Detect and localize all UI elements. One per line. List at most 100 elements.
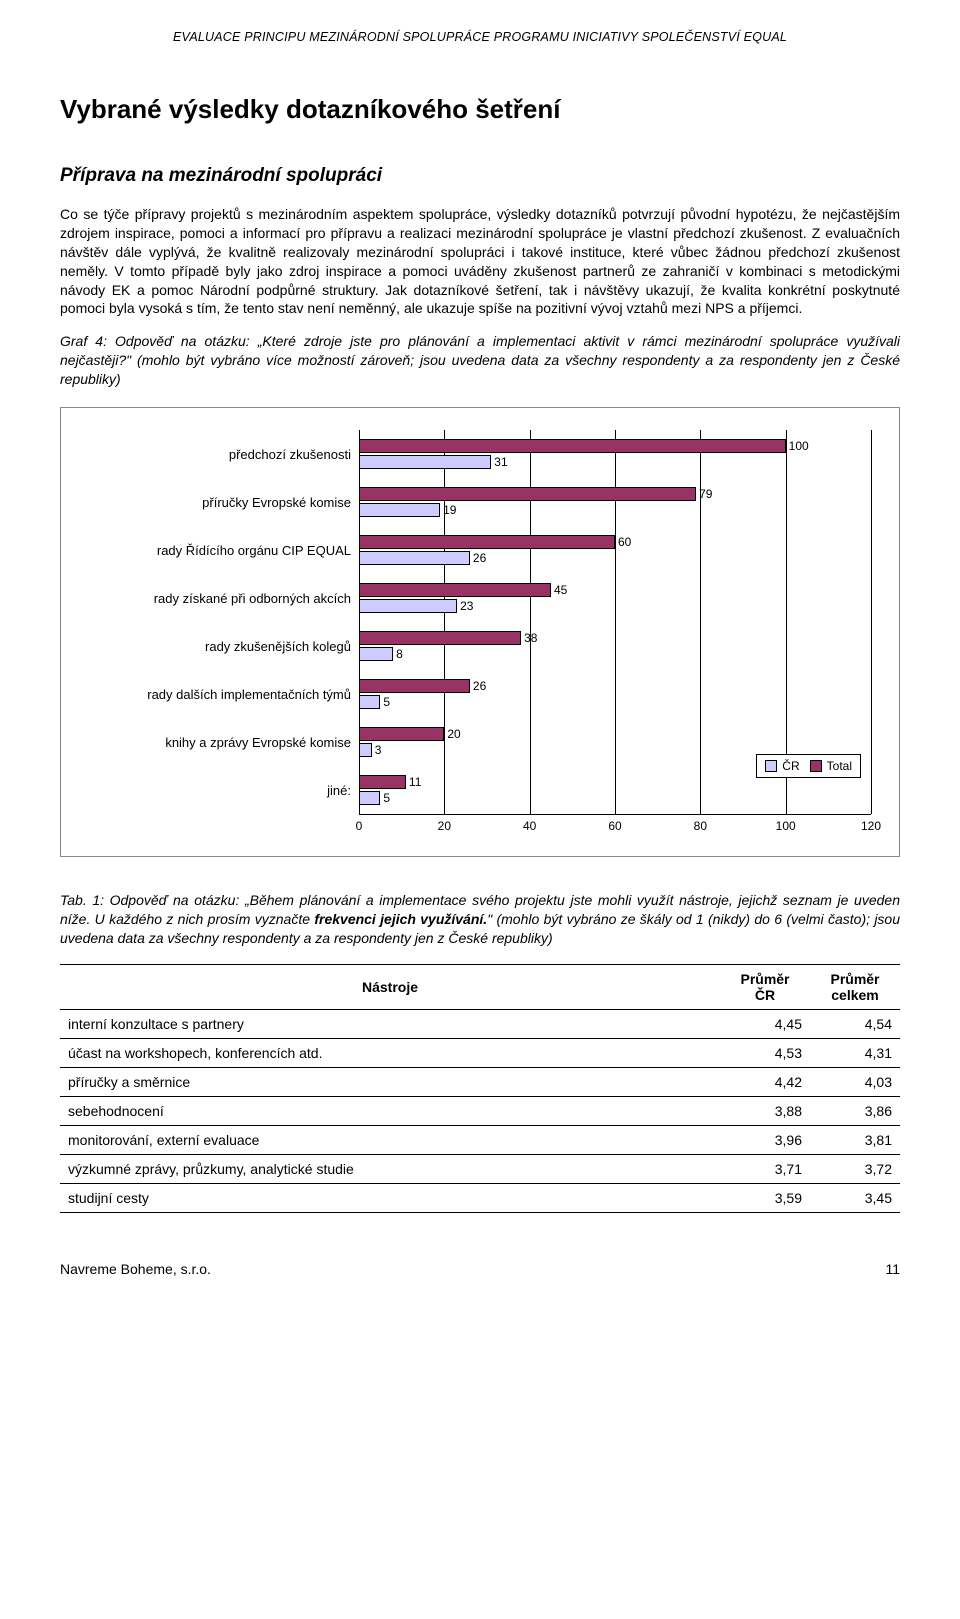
table-row: účast na workshopech, konferencích atd.4… bbox=[60, 1038, 900, 1067]
cell-avg-cr: 3,71 bbox=[720, 1154, 810, 1183]
chart-category-label: příručky Evropské komise bbox=[89, 478, 359, 526]
bar-total: 20 bbox=[359, 727, 444, 741]
chart-category-label: jiné: bbox=[89, 766, 359, 814]
bar-value-label: 45 bbox=[550, 583, 567, 597]
table-row: sebehodnocení3,883,86 bbox=[60, 1096, 900, 1125]
cell-avg-cr: 3,59 bbox=[720, 1183, 810, 1212]
subsection-title: Příprava na mezinárodní spolupráci bbox=[60, 165, 900, 187]
page-footer: Navreme Boheme, s.r.o. 11 bbox=[60, 1261, 900, 1277]
bar-cr: 3 bbox=[359, 743, 372, 757]
footer-page-number: 11 bbox=[885, 1261, 900, 1277]
chart-category-label: rady dalších implementačních týmů bbox=[89, 670, 359, 718]
bar-value-label: 60 bbox=[614, 535, 631, 549]
bar-total: 11 bbox=[359, 775, 406, 789]
table-col-total: Průměrcelkem bbox=[810, 964, 900, 1009]
chart-category-label: knihy a zprávy Evropské komise bbox=[89, 718, 359, 766]
bar-cr: 8 bbox=[359, 647, 393, 661]
cell-avg-total: 3,81 bbox=[810, 1125, 900, 1154]
chart-category-label: rady zkušenějších kolegů bbox=[89, 622, 359, 670]
bar-group: 79 19 bbox=[359, 478, 871, 526]
table-col-tools: Nástroje bbox=[60, 964, 720, 1009]
tools-table: Nástroje PrůměrČR Průměrcelkem interní k… bbox=[60, 964, 900, 1213]
table-row: výzkumné zprávy, průzkumy, analytické st… bbox=[60, 1154, 900, 1183]
bar-total: 45 bbox=[359, 583, 551, 597]
page-header: EVALUACE PRINCIPU MEZINÁRODNÍ SPOLUPRÁCE… bbox=[60, 30, 900, 44]
table-header-row: Nástroje PrůměrČR Průměrcelkem bbox=[60, 964, 900, 1009]
bar-total: 38 bbox=[359, 631, 521, 645]
chart-x-axis: 020406080100120 bbox=[359, 814, 871, 838]
bar-value-label: 100 bbox=[785, 439, 809, 453]
legend-swatch-cr bbox=[765, 760, 777, 772]
table-caption: Tab. 1: Odpověď na otázku: „Během plánov… bbox=[60, 891, 900, 948]
bar-value-label: 31 bbox=[490, 455, 507, 469]
table-row: monitorování, externí evaluace3,963,81 bbox=[60, 1125, 900, 1154]
bar-value-label: 23 bbox=[456, 599, 473, 613]
chart-category-label: předchozí zkušenosti bbox=[89, 430, 359, 478]
x-axis-tick: 80 bbox=[694, 819, 707, 833]
bar-total: 60 bbox=[359, 535, 615, 549]
bar-cr: 23 bbox=[359, 599, 457, 613]
cell-avg-total: 3,72 bbox=[810, 1154, 900, 1183]
bar-group: 60 26 bbox=[359, 526, 871, 574]
legend-label-total: Total bbox=[827, 759, 852, 773]
cell-avg-cr: 4,53 bbox=[720, 1038, 810, 1067]
x-axis-tick: 0 bbox=[356, 819, 363, 833]
cell-tool-name: účast na workshopech, konferencích atd. bbox=[60, 1038, 720, 1067]
footer-left: Navreme Boheme, s.r.o. bbox=[60, 1261, 211, 1277]
legend-item-total: Total bbox=[810, 759, 852, 773]
cell-avg-total: 4,31 bbox=[810, 1038, 900, 1067]
chart-category-label: rady Řídícího orgánu CIP EQUAL bbox=[89, 526, 359, 574]
table-row: studijní cesty3,593,45 bbox=[60, 1183, 900, 1212]
cell-avg-cr: 3,96 bbox=[720, 1125, 810, 1154]
cell-tool-name: příručky a směrnice bbox=[60, 1067, 720, 1096]
chart-legend: ČR Total bbox=[756, 754, 861, 778]
legend-swatch-total bbox=[810, 760, 822, 772]
bar-value-label: 26 bbox=[469, 551, 486, 565]
cell-tool-name: interní konzultace s partnery bbox=[60, 1009, 720, 1038]
bar-group: 26 5 bbox=[359, 670, 871, 718]
bar-group: 100 31 bbox=[359, 430, 871, 478]
chart-plot-area: 100 31 79 19 60 26 45 23 38 8 26 5 20 3 11 5 0 20 40 60 80 1… bbox=[359, 430, 871, 838]
x-axis-tick: 120 bbox=[861, 819, 881, 833]
bar-total: 26 bbox=[359, 679, 470, 693]
cell-avg-total: 4,54 bbox=[810, 1009, 900, 1038]
cell-tool-name: studijní cesty bbox=[60, 1183, 720, 1212]
x-axis-tick: 100 bbox=[776, 819, 796, 833]
cell-avg-cr: 4,45 bbox=[720, 1009, 810, 1038]
legend-label-cr: ČR bbox=[782, 759, 799, 773]
bar-value-label: 19 bbox=[439, 503, 456, 517]
bar-value-label: 79 bbox=[695, 487, 712, 501]
chart-container: předchozí zkušenostipříručky Evropské ko… bbox=[60, 407, 900, 857]
cell-tool-name: sebehodnocení bbox=[60, 1096, 720, 1125]
x-axis-tick: 40 bbox=[523, 819, 536, 833]
x-axis-tick: 60 bbox=[608, 819, 621, 833]
bar-value-label: 5 bbox=[379, 695, 390, 709]
x-axis-tick: 20 bbox=[438, 819, 451, 833]
bar-value-label: 26 bbox=[469, 679, 486, 693]
bar-group: 38 8 bbox=[359, 622, 871, 670]
bar-value-label: 11 bbox=[405, 775, 421, 789]
table-row: příručky a směrnice4,424,03 bbox=[60, 1067, 900, 1096]
table-col-cr: PrůměrČR bbox=[720, 964, 810, 1009]
bar-value-label: 5 bbox=[379, 791, 390, 805]
intro-paragraph: Co se týče přípravy projektů s mezinárod… bbox=[60, 205, 900, 318]
cell-avg-cr: 4,42 bbox=[720, 1067, 810, 1096]
bar-cr: 31 bbox=[359, 455, 491, 469]
table-row: interní konzultace s partnery4,454,54 bbox=[60, 1009, 900, 1038]
bar-group: 45 23 bbox=[359, 574, 871, 622]
bar-total: 79 bbox=[359, 487, 696, 501]
chart-category-label: rady získané při odborných akcích bbox=[89, 574, 359, 622]
table-caption-bold: frekvenci jejich využívání. bbox=[314, 911, 487, 927]
cell-avg-total: 4,03 bbox=[810, 1067, 900, 1096]
cell-avg-cr: 3,88 bbox=[720, 1096, 810, 1125]
cell-tool-name: výzkumné zprávy, průzkumy, analytické st… bbox=[60, 1154, 720, 1183]
bar-value-label: 8 bbox=[392, 647, 403, 661]
bar-cr: 5 bbox=[359, 791, 380, 805]
cell-avg-total: 3,45 bbox=[810, 1183, 900, 1212]
bar-cr: 5 bbox=[359, 695, 380, 709]
chart-caption: Graf 4: Odpověď na otázku: „Které zdroje… bbox=[60, 332, 900, 389]
bar-cr: 26 bbox=[359, 551, 470, 565]
bar-value-label: 20 bbox=[443, 727, 460, 741]
page-title: Vybrané výsledky dotazníkového šetření bbox=[60, 94, 900, 125]
bar-cr: 19 bbox=[359, 503, 440, 517]
